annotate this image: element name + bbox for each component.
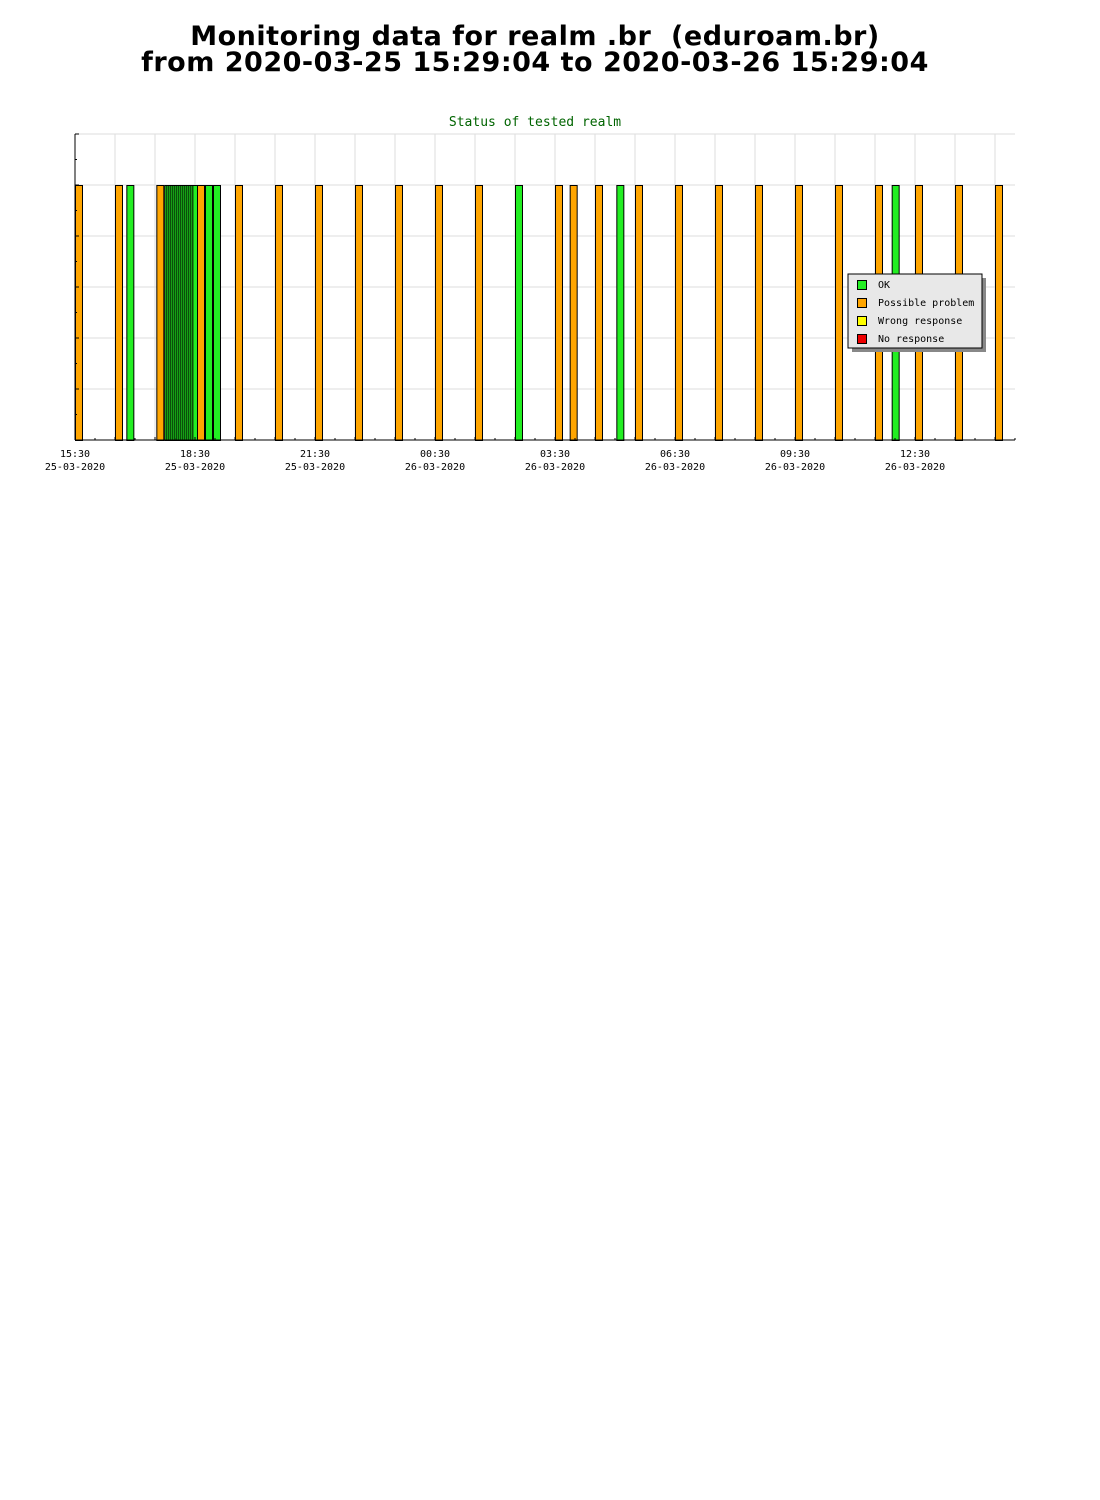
chart-axes bbox=[74, 133, 1016, 441]
bar-possible-problem bbox=[675, 185, 683, 441]
x-tick-label-time: 18:30 bbox=[180, 449, 210, 460]
bar-ok bbox=[126, 185, 135, 441]
bar-possible-problem bbox=[795, 185, 803, 441]
bar-possible-problem bbox=[115, 185, 123, 441]
x-tick-label-time: 09:30 bbox=[780, 449, 810, 460]
bar-possible-problem bbox=[595, 185, 603, 441]
x-tick-label-time: 21:30 bbox=[300, 449, 330, 460]
bar-ok bbox=[205, 185, 213, 441]
legend-swatch-possible-problem bbox=[857, 298, 867, 308]
chart-x-ticks: 15:30 25-03-2020 18:30 25-03-2020 21:30 25-03… bbox=[45, 449, 945, 473]
bar-possible-problem bbox=[715, 185, 723, 441]
bar-possible-problem bbox=[235, 185, 243, 441]
x-tick-label-date: 25-03-2020 bbox=[285, 462, 345, 473]
bar-possible-problem bbox=[156, 185, 165, 441]
bar-possible-problem bbox=[315, 185, 323, 441]
bar-possible-problem bbox=[435, 185, 443, 441]
legend-label-ok: OK bbox=[878, 280, 890, 291]
bar-possible-problem bbox=[569, 185, 578, 441]
page-title-line-1: Monitoring data for realm .br (eduroam.b… bbox=[190, 21, 880, 52]
legend-swatch-wrong-response bbox=[857, 316, 867, 326]
chart-legend: OK Possible problem Wrong response No respo… bbox=[847, 273, 986, 352]
x-tick-label-date: 26-03-2020 bbox=[405, 462, 465, 473]
bar-possible-problem bbox=[355, 185, 363, 441]
legend-label-no-response: No response bbox=[878, 334, 944, 345]
x-tick-label-date: 25-03-2020 bbox=[165, 462, 225, 473]
x-tick-label-time: 06:30 bbox=[660, 449, 690, 460]
page-title-line-2: from 2020-03-25 15:29:04 to 2020-03-26 1… bbox=[141, 47, 929, 78]
bar-possible-problem bbox=[475, 185, 483, 441]
bar-possible-problem bbox=[995, 185, 1003, 441]
bar-possible-problem bbox=[555, 185, 563, 441]
x-tick-label-date: 26-03-2020 bbox=[645, 462, 705, 473]
x-tick-label-date: 26-03-2020 bbox=[885, 462, 945, 473]
x-tick-label-time: 15:30 bbox=[60, 449, 90, 460]
bar-ok bbox=[213, 185, 221, 441]
x-tick-label-date: 26-03-2020 bbox=[525, 462, 585, 473]
status-chart: Status of tested realm 15:30 25-03-2020 18… bbox=[45, 115, 1016, 473]
bar-possible-problem bbox=[395, 185, 403, 441]
bar-possible-problem bbox=[835, 185, 843, 441]
bar-ok bbox=[515, 185, 523, 441]
page-title: Monitoring data for realm .br (eduroam.b… bbox=[0, 21, 1070, 78]
legend-swatch-no-response bbox=[857, 334, 867, 344]
x-tick-label-date: 25-03-2020 bbox=[45, 462, 105, 473]
x-tick-label-time: 03:30 bbox=[540, 449, 570, 460]
x-tick-label-time: 12:30 bbox=[900, 449, 930, 460]
bar-possible-problem bbox=[755, 185, 763, 441]
chart-title: Status of tested realm bbox=[449, 115, 621, 130]
x-tick-label-time: 00:30 bbox=[420, 449, 450, 460]
bar-ok bbox=[616, 185, 625, 441]
bar-possible-problem bbox=[635, 185, 643, 441]
legend-label-wrong-response: Wrong response bbox=[878, 316, 962, 327]
legend-swatch-ok bbox=[857, 280, 867, 290]
legend-label-possible-problem: Possible problem bbox=[878, 298, 974, 309]
legend-box bbox=[847, 273, 983, 349]
bar-possible-problem bbox=[275, 185, 283, 441]
x-tick-label-date: 26-03-2020 bbox=[765, 462, 825, 473]
bar-possible-problem bbox=[197, 185, 205, 441]
